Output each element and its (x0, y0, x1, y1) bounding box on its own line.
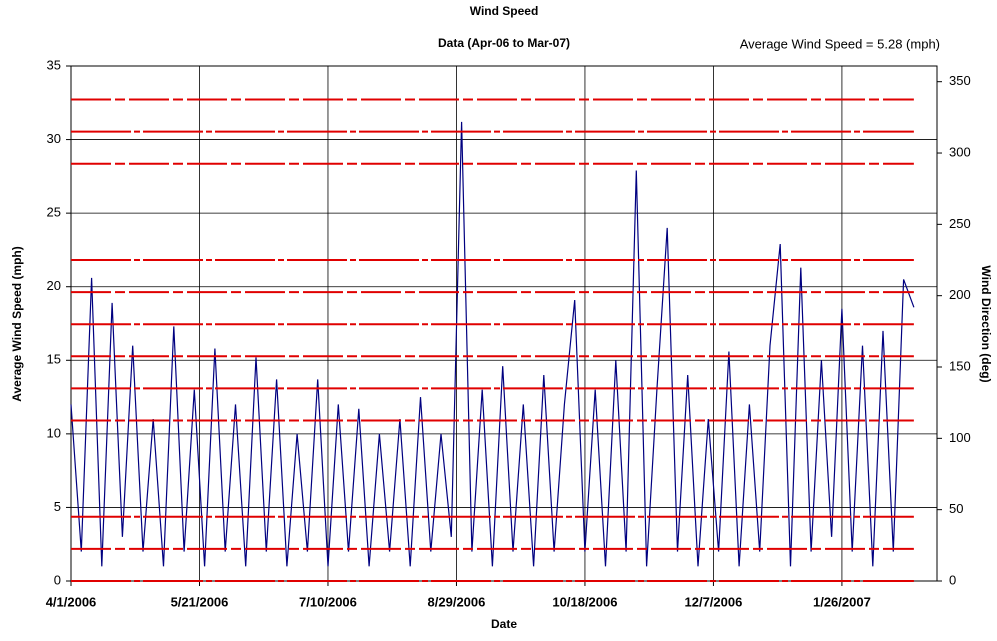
y-tick-label: 5 (54, 499, 61, 514)
wind-speed-line (70, 121, 915, 567)
y2-tick-label: 300 (949, 144, 971, 159)
y-tick-label: 20 (47, 278, 61, 293)
chart-title: Wind Speed (470, 4, 539, 18)
chart-subtitle: Data (Apr-06 to Mar-07) (438, 36, 570, 50)
y2-tick-label: 350 (949, 73, 971, 88)
x-tick-label: 7/10/2006 (299, 594, 357, 609)
y2-tick-label: 200 (949, 287, 971, 302)
x-tick-label: 8/29/2006 (428, 594, 486, 609)
annotation: Average Wind Speed = 5.28 (mph) (740, 36, 940, 51)
y-tick-label: 30 (47, 131, 61, 146)
y2-axis-label: Wind Direction (deg) (979, 265, 993, 382)
x-tick-label: 1/26/2007 (813, 594, 871, 609)
y-tick-label: 15 (47, 352, 61, 367)
y-tick-label: 25 (47, 205, 61, 220)
y2-tick-label: 50 (949, 501, 963, 516)
y-tick-label: 35 (47, 57, 61, 72)
x-tick-label: 5/21/2006 (171, 594, 229, 609)
y2-tick-label: 150 (949, 358, 971, 373)
y-axis-label: Average Wind Speed (mph) (10, 246, 24, 401)
y2-tick-label: 100 (949, 430, 971, 445)
y2-tick-label: 0 (949, 572, 956, 587)
x-tick-label: 10/18/2006 (552, 594, 617, 609)
x-axis-label: Date (491, 617, 517, 631)
y2-tick-label: 250 (949, 216, 971, 231)
y-tick-label: 0 (54, 572, 61, 587)
x-tick-label: 4/1/2006 (46, 594, 97, 609)
x-tick-label: 12/7/2006 (685, 594, 743, 609)
y-tick-label: 10 (47, 425, 61, 440)
